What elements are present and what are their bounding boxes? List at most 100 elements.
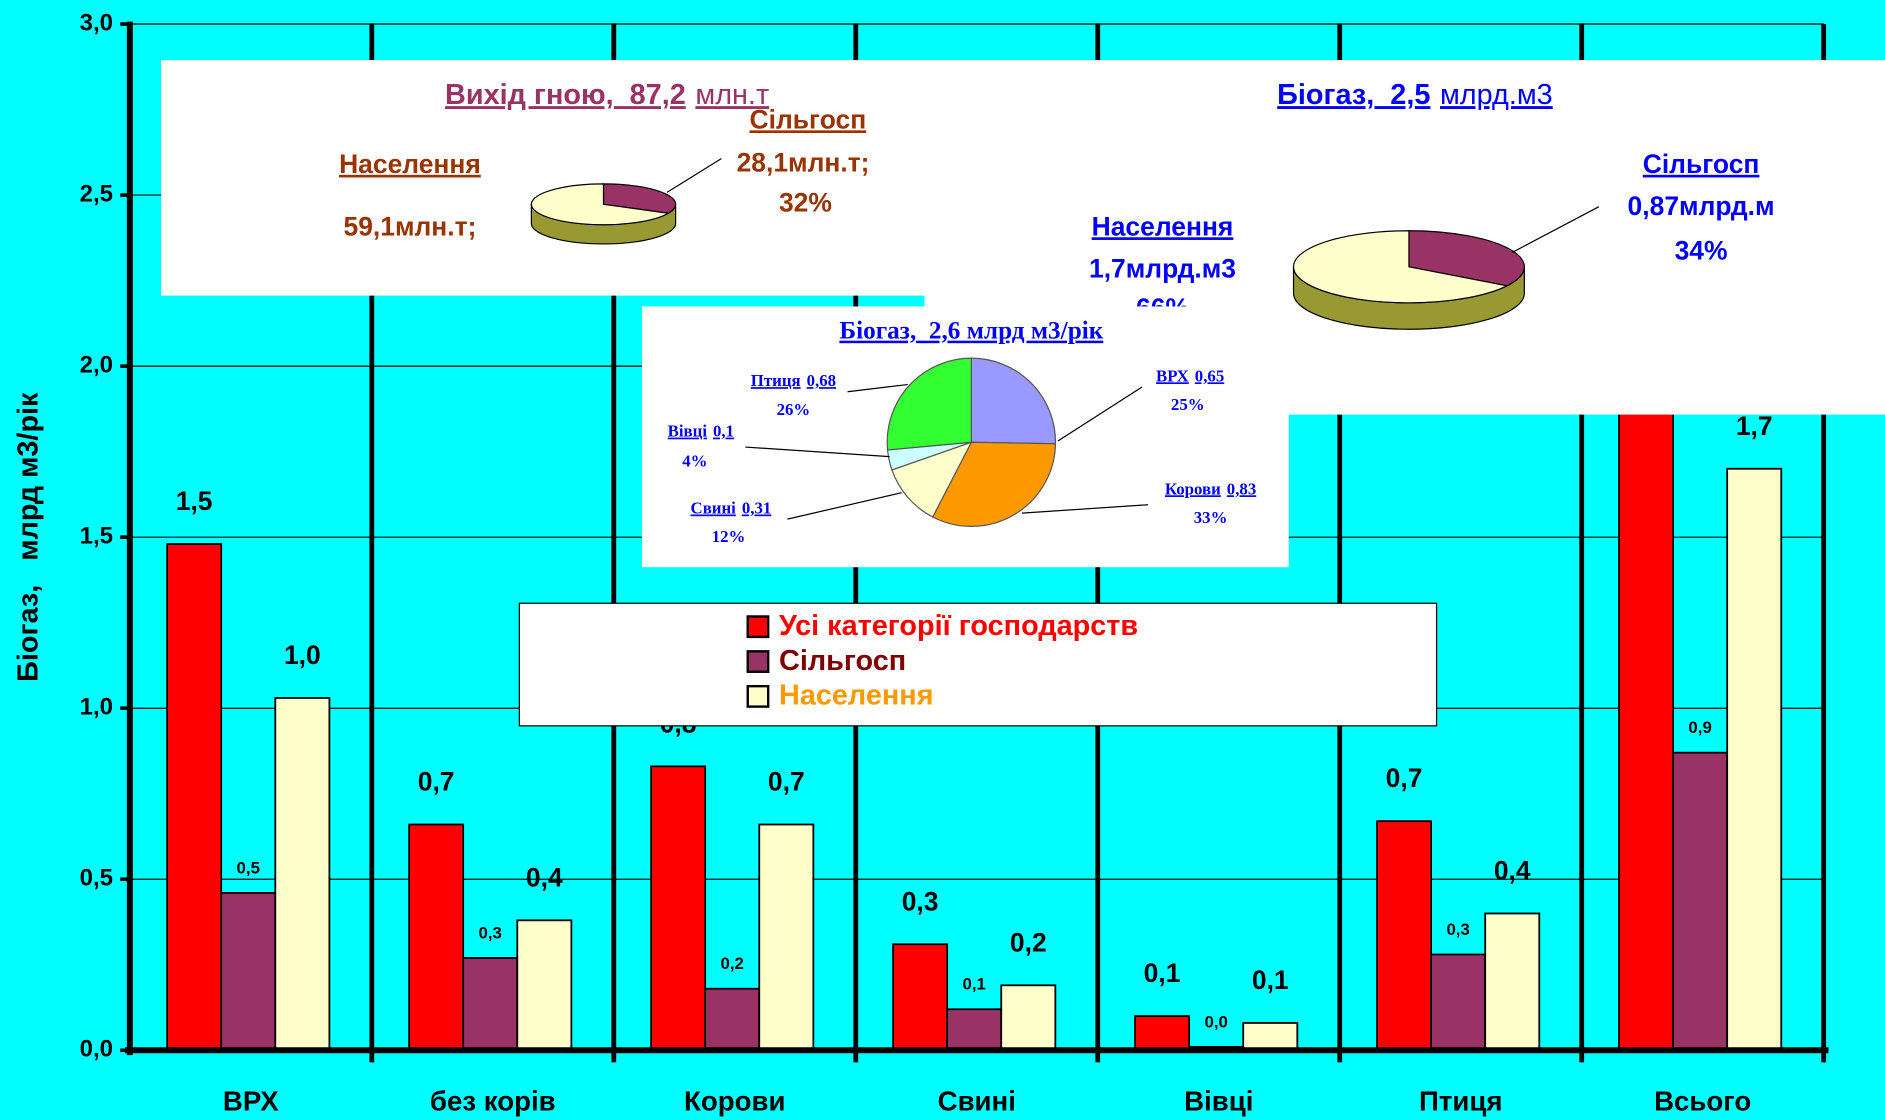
bar [1726,467,1783,1052]
slice-percent: 33% [1194,508,1228,527]
data-label: 0,2 [1010,927,1047,957]
data-label: 0,9 [1688,718,1711,737]
slice-percent: 32% [779,187,832,217]
x-tick-label: Птиця [1419,1085,1502,1116]
bar [166,543,223,1052]
y-tick-label: 0,5 [80,865,113,892]
title-main: Біогаз, 2,5 [1277,79,1430,111]
inset-title: Біогаз, 2,6 млрд м3/рік [839,318,1103,345]
slice-name: ВРХ [1156,366,1189,385]
leader-line [1512,206,1600,253]
bar [1134,1015,1191,1052]
bar [1000,984,1057,1052]
y-tick-label: 2,0 [80,351,113,378]
bar [946,1008,1003,1052]
legend-swatch [746,650,770,673]
legend-swatch [746,684,770,708]
bar [1430,953,1487,1052]
data-label: 0,4 [1494,856,1531,886]
bar [408,823,465,1052]
slice-value: 0,31 [742,498,771,517]
slice-name: Населення [339,149,481,179]
data-label: 0,1 [1252,965,1289,995]
pie-slice [602,183,677,214]
legend-label: Населення [779,680,934,712]
leader-line [1057,386,1143,442]
slice-label: Корови 0,83 [1165,479,1256,498]
slice-value: 0,83 [1227,479,1256,498]
x-tick-label: без корів [430,1085,556,1116]
data-label: 1,7 [1736,411,1773,441]
pie-slice [886,357,972,451]
slice-value: 0,68 [807,371,836,390]
pie-slice [530,183,671,226]
data-label: 0,1 [1144,958,1181,988]
slice-name: Вівці [668,421,708,440]
title-unit: млрд.м3 [1440,79,1553,111]
bar [650,765,707,1052]
bar [462,957,519,1052]
data-label: 0,1 [962,975,985,994]
bar [1672,751,1729,1052]
pie-slice [891,441,973,518]
slice-value: 0,1 [713,421,734,440]
data-label: 1,0 [284,640,321,670]
y-tick-label: 0,0 [80,1036,113,1063]
inset-title: Вихід гною, 87,2 млн.т [445,79,769,111]
slice-name: Птиця [751,371,801,390]
pie-slice [1292,230,1509,304]
data-label: 0,7 [768,767,805,797]
leader-line [1021,504,1149,514]
leader-line [787,492,902,520]
slice-percent: 4% [682,452,707,471]
slice-name: Населення [1092,211,1234,241]
bar [516,919,573,1052]
data-label: 0,2 [721,954,744,973]
y-tick-label: 2,5 [80,180,113,207]
slice-label: Вівці 0,1 [668,421,734,440]
legend-label: Усі категорії господарств [779,610,1138,642]
title-unit: млн.т [695,79,769,111]
data-label: 0,5 [237,858,260,877]
x-tick-label: Корови [684,1085,785,1116]
data-label: 0,7 [418,767,455,797]
bar [758,823,815,1052]
bar [1242,1022,1299,1052]
inset-title: Біогаз, 2,5 млрд.м3 [1277,79,1553,111]
slice-percent: 25% [1171,395,1205,414]
slice-percent: 26% [777,400,811,419]
slice-value: 0,87млрд.м [1628,191,1775,221]
data-label: 1,5 [176,486,213,516]
x-tick-label: Свині [938,1085,1016,1116]
data-label: 0,3 [1446,920,1469,939]
slice-value: 59,1млн.т; [343,211,476,241]
y-tick-label: 1,0 [80,694,113,721]
x-tick-label: Вівці [1184,1085,1253,1116]
slice-label: ВРХ 0,65 [1156,366,1224,385]
slice-percent: 34% [1675,235,1728,265]
data-label: 0,4 [526,862,563,892]
legend-label: Сільгосп [779,645,906,677]
slice-name: Корови [1165,479,1221,498]
slice-name: Сільгосп [1643,149,1760,179]
data-label: 0,7 [1386,763,1423,793]
bar [274,697,331,1052]
x-tick-label: Всього [1654,1085,1751,1116]
y-tick-label: 1,5 [80,523,113,550]
data-label: 0,3 [902,886,939,916]
leader-line [666,158,722,193]
slice-value: 0,65 [1195,366,1224,385]
legend-swatch [746,615,770,639]
leader-line [745,446,890,458]
slice-percent: 12% [712,527,746,546]
y-tick-label: 3,0 [80,9,113,36]
slice-label: Птиця 0,68 [751,371,836,390]
slice-name: Сільгосп [750,104,867,134]
inset-box [161,60,925,296]
leader-line [847,383,908,393]
slice-name: Свині [691,498,737,517]
data-label: 0,0 [1204,1012,1227,1031]
legend-box [518,602,1438,727]
